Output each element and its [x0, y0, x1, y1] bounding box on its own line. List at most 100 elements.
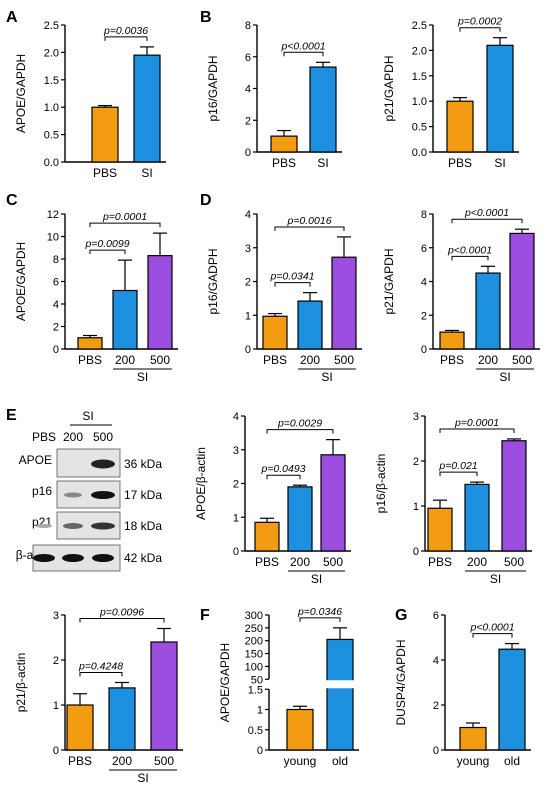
p-value-label: p=0.021 [438, 460, 477, 472]
blot-group-label: SI [82, 409, 93, 423]
y-tick-label: 8 [53, 254, 59, 266]
p-value-label: p<0.0001 [469, 622, 514, 634]
y-axis-label: p16/β-actin [374, 454, 388, 514]
bar-pbs [446, 100, 474, 153]
category-label: 200 [300, 353, 320, 367]
group-label: SI [490, 572, 501, 586]
blot-kda-apoe: 36 kDa [124, 457, 162, 471]
p-value-label: p=0.0016 [286, 215, 331, 227]
bar-old [326, 638, 354, 751]
bar-500 [320, 454, 346, 552]
y-tick-label: 0.5 [44, 130, 59, 142]
y-tick-label: 250 [245, 623, 263, 635]
bar-pbs [77, 337, 103, 350]
significance-bracket [299, 617, 341, 622]
blot-band-p21-pbs [36, 524, 52, 528]
blot-band-p16-500 [91, 491, 115, 499]
y-tick-label: 0.5 [248, 725, 263, 737]
panel-label-c: C [6, 192, 18, 209]
bar-200 [287, 486, 313, 552]
category-label: 200 [478, 353, 498, 367]
y-tick-label: 4 [233, 411, 239, 423]
significance-bracket [472, 633, 513, 638]
bar-pbs [66, 704, 94, 751]
p-value-label: p=0.0002 [457, 16, 502, 28]
category-label: 500 [154, 754, 174, 768]
p-value-label: p=0.0493 [260, 463, 305, 475]
panel-label-b: B [200, 9, 212, 26]
bar-200 [297, 300, 323, 350]
significance-bracket [459, 27, 501, 32]
significance-bracket [274, 282, 311, 287]
bar-500 [150, 641, 178, 751]
chart-e3: 0 1 2 3 p21/β-actin PBS 200 500 SI p=0.4248 p=0.00… [14, 607, 183, 785]
p-value-label: p=0.0346 [297, 606, 342, 618]
category-label: PBS [255, 555, 279, 569]
bar-500 [501, 440, 527, 552]
y-tick-label: 3 [413, 411, 419, 423]
panel-label-f: F [200, 607, 210, 624]
y-tick-label: 0.0 [412, 147, 427, 159]
western-blot: SI PBS 200 500 APOE 36 kDa p16 17 kDa p2… [16, 409, 162, 572]
y-tick-label: 0 [53, 745, 59, 757]
y-tick-label: 200 [245, 636, 263, 648]
y-tick-label: 1.5 [248, 684, 263, 696]
bar-500 [147, 255, 173, 350]
blot-kda-p16: 17 kDa [124, 488, 162, 502]
blot-lane-200: 200 [63, 430, 83, 444]
y-axis-label: p16/GAPDH [206, 55, 220, 121]
y-tick-label: 0.0 [44, 157, 59, 169]
group-label: SI [137, 771, 148, 785]
category-label: old [332, 754, 348, 768]
axis-break-gap [263, 680, 361, 689]
y-tick-label: 1.5 [44, 75, 59, 87]
y-tick-label: 2.0 [44, 47, 59, 59]
significance-bracket [79, 618, 165, 623]
panel-label-d: D [200, 192, 212, 209]
significance-bracket [274, 226, 345, 231]
significance-bracket [104, 36, 148, 41]
y-tick-label: 50 [251, 674, 263, 686]
blot-band-bactin-200 [62, 554, 84, 562]
group-label: SI [499, 370, 510, 384]
y-axis-label: p21/GAPDH [382, 248, 396, 314]
significance-bracket [439, 428, 515, 433]
y-tick-label: 6 [433, 610, 439, 622]
y-tick-label: 1 [53, 700, 59, 712]
bar-200 [112, 289, 138, 350]
bar-200 [475, 272, 501, 350]
significance-bracket [89, 222, 161, 228]
significance-bracket [283, 51, 324, 57]
y-axis-label: p21/GAPDH [382, 55, 396, 121]
chart-a1: 0.0 0.5 1.0 1.5 2.0 2.5 APOE/GAPDH PBS SI p=0.003… [14, 20, 166, 180]
significance-bracket [451, 255, 489, 261]
y-tick-label: 8 [245, 20, 251, 32]
y-tick-label: 4 [245, 84, 251, 96]
category-label: PBS [448, 156, 472, 170]
bar-si [133, 54, 161, 163]
y-axis-label: APOE/β-actin [194, 447, 208, 520]
category-label: PBS [93, 166, 117, 180]
y-tick-label: 4 [421, 277, 427, 289]
bar-200 [108, 687, 136, 751]
p-value-label: p=0.4248 [78, 661, 123, 673]
significance-bracket [89, 249, 126, 255]
significance-bracket [79, 672, 123, 677]
y-tick-label: 2.5 [412, 20, 427, 32]
y-tick-label: 2 [245, 115, 251, 127]
bar-pbs [270, 135, 298, 153]
bar-pbs [262, 315, 288, 350]
y-tick-label: 6 [245, 52, 251, 64]
bar-500 [331, 256, 357, 350]
category-label: 500 [504, 555, 524, 569]
bar-young [286, 708, 314, 751]
y-tick-label: 2 [421, 310, 427, 322]
category-label: young [457, 754, 490, 768]
blot-kda-bactin: 42 kDa [124, 551, 162, 565]
